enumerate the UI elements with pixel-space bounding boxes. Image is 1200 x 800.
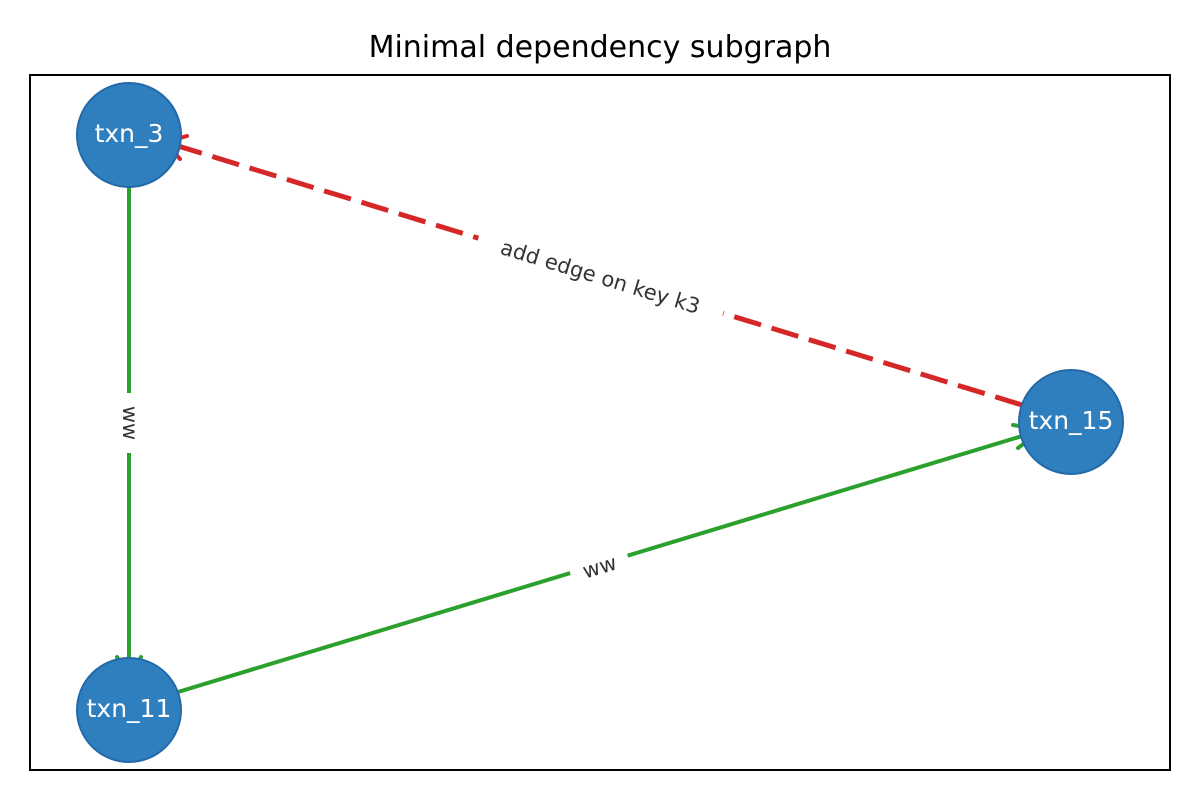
plot-frame [29, 74, 1171, 771]
edge-label-bg [472, 223, 728, 331]
node-txn-15: txn_15 [1018, 369, 1124, 475]
edge-label-bg [566, 544, 634, 592]
node-label-txn-11: txn_11 [87, 694, 172, 723]
edge-label-bg [117, 393, 141, 453]
edge-label-ww-vertical: ww [118, 406, 142, 440]
node-label-txn-15: txn_15 [1029, 406, 1114, 435]
node-txn-11: txn_11 [76, 657, 182, 763]
node-label-txn-3: txn_3 [95, 119, 164, 148]
edge-label-add-edge: add edge on key k3 [498, 235, 703, 319]
edge-txn11-to-txn15: ww [177, 423, 1047, 694]
node-txn-3: txn_3 [76, 82, 182, 188]
graph-title: Minimal dependency subgraph [369, 30, 832, 65]
edge-txn15-to-txn3: add edge on key k3 [161, 134, 1023, 408]
edge-txn3-to-txn11: ww [115, 157, 143, 686]
